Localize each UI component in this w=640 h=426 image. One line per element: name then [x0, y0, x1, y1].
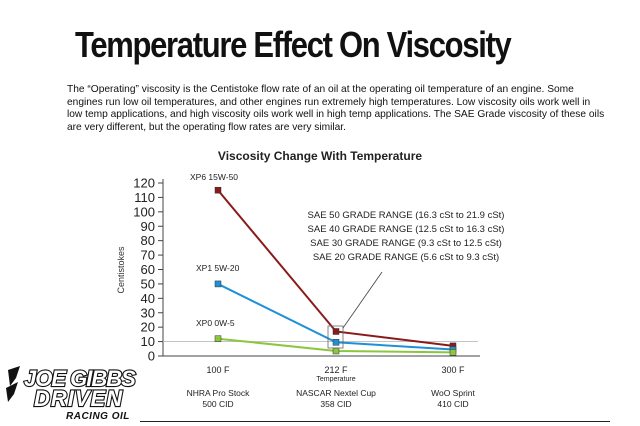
y-tick-label: 100: [133, 204, 155, 219]
y-tick-label: 40: [141, 291, 155, 306]
x-category-sublabel: NHRA Pro Stock: [187, 388, 251, 398]
logo-wing-icon: [6, 366, 20, 402]
data-point: [214, 335, 222, 342]
y-tick-label: 60: [141, 262, 155, 277]
x-category-sublabel: 358 CID: [320, 399, 351, 409]
footer-rule: [140, 421, 610, 422]
series-label: XP6 15W-50: [190, 172, 238, 182]
x-tick-label: 212 F: [324, 365, 348, 375]
y-axis-label: Centistokes: [116, 246, 126, 294]
data-point: [332, 328, 340, 335]
y-tick-label: 80: [141, 233, 155, 248]
x-tick-label: 300 F: [441, 365, 465, 375]
x-tick-label: 100 F: [206, 365, 230, 375]
y-tick-label: 90: [141, 219, 155, 234]
y-tick-label: 10: [141, 334, 155, 349]
y-tick-label: 50: [141, 276, 155, 291]
y-tick-label: 70: [141, 248, 155, 263]
intro-paragraph: The “Operating” viscosity is the Centist…: [67, 84, 605, 133]
chart-title: Viscosity Change With Temperature: [218, 149, 422, 163]
logo-line2: DRIVEN: [34, 386, 123, 411]
logo-line1: JOE GIBBS: [24, 366, 136, 391]
x-category-sublabel: 410 CID: [437, 399, 468, 409]
annotation-line: SAE 40 GRADE RANGE (12.5 cSt to 16.3 cSt…: [308, 224, 505, 235]
series-label: XP0 0W-5: [196, 318, 235, 328]
x-category-sublabel: WoO Sprint: [431, 388, 475, 398]
x-category-sublabel: NASCAR Nextel Cup: [296, 388, 376, 398]
x-category-sublabel: 500 CID: [202, 399, 233, 409]
data-point: [332, 347, 340, 355]
y-tick-label: 120: [133, 176, 155, 191]
x-axis-label: Temperature: [316, 376, 355, 383]
annotation-line: SAE 50 GRADE RANGE (16.3 cSt to 21.9 cSt…: [308, 210, 505, 221]
data-point: [332, 339, 340, 346]
annotation-pointer: [342, 271, 383, 329]
annotation-line: SAE 30 GRADE RANGE (9.3 cSt to 12.5 cSt): [310, 238, 502, 249]
y-tick-label: 30: [141, 305, 155, 320]
logo-line3: RACING OIL: [66, 411, 130, 422]
page-headline: Temperature Effect On Viscosity: [75, 24, 512, 65]
y-tick-label: 110: [134, 190, 155, 205]
data-point: [449, 349, 457, 356]
data-point: [214, 186, 222, 194]
annotation-line: SAE 20 GRADE RANGE (5.6 cSt to 9.3 cSt): [313, 252, 499, 263]
y-tick-label: 0: [148, 349, 155, 364]
data-point: [214, 280, 222, 288]
y-tick-label: 20: [141, 320, 155, 335]
highlight-box: [327, 325, 344, 349]
joe-gibbs-driven-logo: JOE GIBBS DRIVEN RACING OIL: [6, 365, 138, 422]
series-label: XP1 5W-20: [196, 263, 240, 273]
